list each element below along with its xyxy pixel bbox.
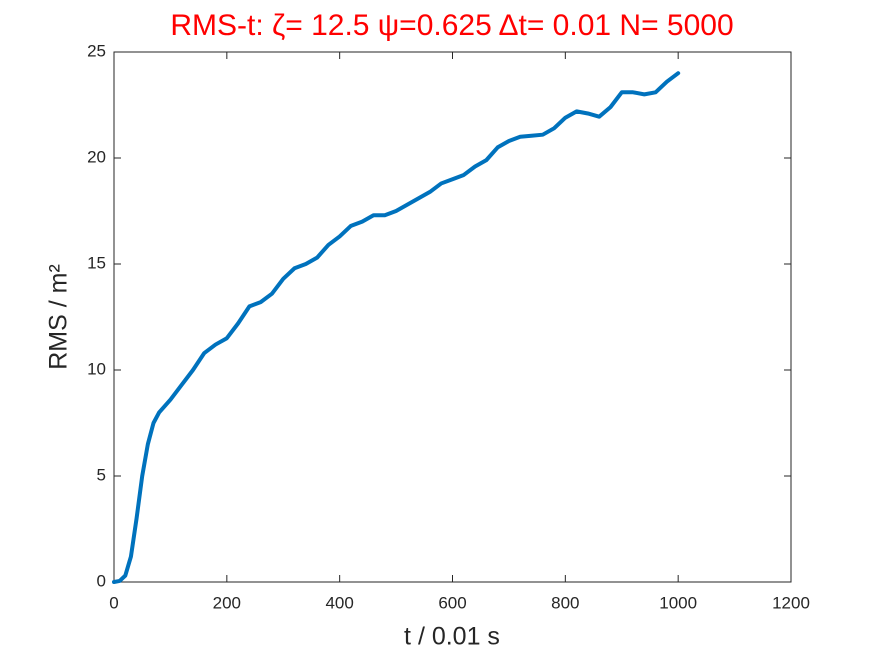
y-tick-label: 10 <box>87 359 106 378</box>
x-tick-label: 1000 <box>659 593 697 612</box>
y-tick-label: 20 <box>87 147 106 166</box>
x-tick-label: 400 <box>325 593 353 612</box>
x-tick-label: 1200 <box>772 593 810 612</box>
x-axis-label: t / 0.01 s <box>404 623 500 651</box>
y-axis-label: RMS / m² <box>45 264 73 370</box>
y-tick-label: 25 <box>87 41 106 60</box>
y-tick-label: 5 <box>97 465 106 484</box>
y-tick-label: 0 <box>97 571 106 590</box>
chart-title: RMS-t: ζ= 12.5 ψ=0.625 Δt= 0.01 N= 5000 <box>170 9 733 42</box>
x-tick-label: 800 <box>551 593 579 612</box>
data-line <box>112 71 681 584</box>
plot-frame <box>113 51 792 583</box>
x-tick-label: 600 <box>438 593 466 612</box>
x-tick-label: 0 <box>109 593 118 612</box>
x-tick-label: 200 <box>213 593 241 612</box>
y-tick-label: 15 <box>87 253 106 272</box>
